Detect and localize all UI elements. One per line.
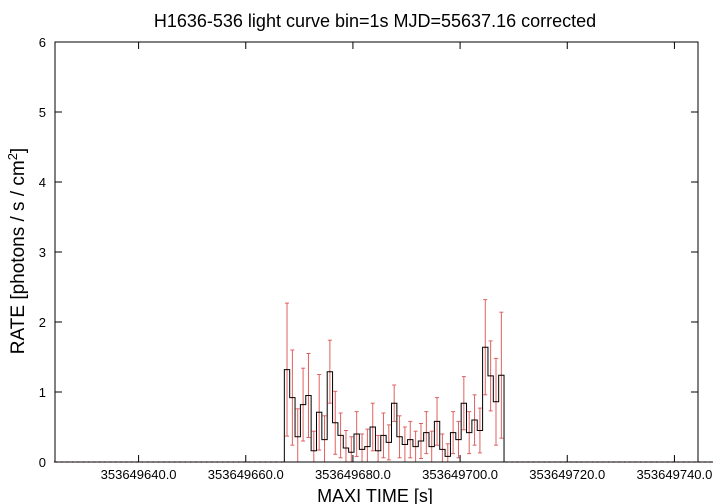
- y-tick-label: 3: [39, 245, 46, 260]
- y-tick-label: 4: [39, 175, 46, 190]
- y-tick-label: 2: [39, 315, 46, 330]
- y-axis-label-superscript: 2: [5, 153, 20, 160]
- y-tick-label: 6: [39, 35, 46, 50]
- y-axis-label: RATE [photons / s / cm2]: [5, 148, 29, 354]
- y-tick-label: 1: [39, 385, 46, 400]
- x-tick-label: 353649720.0: [529, 467, 605, 482]
- plot-frame: [54, 41, 699, 463]
- error-bars: [54, 299, 713, 463]
- chart-title: H1636-536 light curve bin=1s MJD=55637.1…: [154, 11, 596, 31]
- tick-labels: 0 1 2 3 4 5 6 353649640.0 353649660.0 353649680.0…: [39, 35, 713, 482]
- x-tick-label: 353649640.0: [101, 467, 177, 482]
- y-axis-label-main: RATE [photons / s / cm: [8, 160, 29, 354]
- x-tick-label: 353649680.0: [315, 467, 391, 482]
- x-tick-label: 353649740.0: [636, 467, 712, 482]
- x-tick-label: 353649700.0: [422, 467, 498, 482]
- y-axis-label-close: ]: [8, 148, 29, 153]
- y-tick-label: 5: [39, 105, 46, 120]
- y-tick-label: 0: [39, 455, 46, 470]
- x-axis-label: MAXI TIME [s]: [317, 486, 433, 504]
- axis-ticks: [55, 41, 698, 463]
- x-tick-label: 353649660.0: [208, 467, 284, 482]
